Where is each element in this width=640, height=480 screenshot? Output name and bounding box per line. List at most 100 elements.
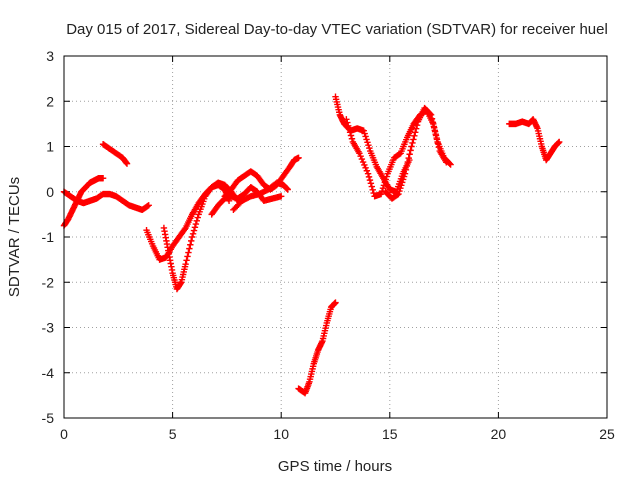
data-point-arc-l (399, 176, 407, 183)
data-point-arc-l (397, 184, 404, 192)
data-point-arc-j (362, 133, 369, 140)
x-tick-label: 0 (60, 426, 68, 442)
data-point-arc-l (396, 187, 403, 195)
data-point-arc-k (382, 176, 389, 183)
data-point-arc-l (403, 162, 411, 170)
data-point-arc-l (429, 119, 437, 126)
data-point-arc-k (348, 135, 356, 142)
data-point-arc-d (181, 226, 188, 233)
y-axis-label: SDTVAR / TECUs (6, 177, 23, 297)
data-point-arc-l (400, 173, 408, 180)
chart-title: Day 015 of 2017, Sidereal Day-to-day VTE… (66, 21, 608, 38)
data-point-arc-e (193, 217, 201, 225)
data-point-arc-j (363, 136, 370, 143)
data-point-arc-a (99, 174, 107, 182)
data-point-arc-c (123, 160, 131, 167)
y-tick-label: -4 (42, 365, 55, 381)
x-axis-label: GPS time / hours (278, 458, 392, 475)
data-point-arc-l (447, 161, 454, 168)
data-point-arc-l (407, 147, 414, 154)
data-point-arc-e (188, 233, 196, 241)
data-point-arc-i (332, 299, 339, 306)
data-point-arc-k (345, 122, 352, 130)
y-tick-label: -3 (42, 320, 55, 336)
data-point-arc-k (359, 158, 367, 166)
data-point-arc-k (343, 116, 350, 123)
data-point-arc-l (432, 131, 439, 138)
data-point-arc-k (362, 164, 369, 172)
data-point-arc-k (380, 182, 388, 189)
data-point-arc-j (360, 127, 367, 134)
data-point-arc-k (383, 173, 390, 180)
data-point-arc-k (366, 176, 374, 184)
data-point-arc-l (431, 127, 438, 134)
data-point-arc-l (446, 160, 453, 167)
data-point-arc-l (398, 182, 405, 189)
y-tick-label: 1 (46, 139, 54, 155)
data-point-arc-l (428, 115, 436, 122)
data-point-arc-e (188, 237, 195, 245)
data-point-arc-e (186, 245, 193, 252)
data-point-arc-k (365, 173, 373, 181)
data-point-arc-l (433, 134, 440, 142)
data-point-arc-l (412, 129, 419, 136)
data-point-arc-l (395, 190, 402, 198)
data-point-arc-k (367, 180, 375, 187)
data-point-arc-l (399, 179, 406, 186)
data-point-arc-l (402, 166, 410, 173)
data-point-arc-l (410, 136, 417, 143)
data-point-arc-k (345, 125, 353, 133)
plot-frame (63, 55, 608, 419)
grid-lines (64, 56, 607, 418)
data-point-arc-e (189, 230, 197, 237)
data-point-arc-l (412, 125, 420, 132)
data-point-arc-k (356, 150, 363, 157)
data-point-arc-k (346, 129, 354, 136)
data-point-arc-k (381, 179, 389, 186)
data-point-arc-k (379, 184, 387, 192)
data-point-arc-j (361, 130, 368, 137)
data-point-arc-k (358, 155, 366, 163)
data-point-arc-e (184, 253, 191, 260)
data-point-arc-j (365, 142, 372, 149)
data-point-arc-l (430, 123, 438, 130)
y-tick-label: 0 (46, 184, 54, 200)
data-point-arc-e (182, 260, 189, 268)
data-point-arc-e (194, 214, 201, 221)
data-point-arc-g (295, 154, 302, 162)
y-tick-label: 3 (46, 48, 54, 64)
data-point-arc-f (278, 193, 285, 200)
data-point-arc-k (368, 183, 376, 190)
data-point-arc-l (426, 110, 434, 118)
data-point-arc-k (363, 167, 371, 174)
data-point-arc-k (357, 152, 364, 160)
x-tick-label: 20 (491, 426, 507, 442)
data-point-arc-l (413, 121, 421, 129)
data-point-arc-j (366, 144, 373, 152)
x-tick-label: 25 (599, 426, 615, 442)
data-point-arc-b (145, 202, 152, 209)
x-tick-label: 10 (273, 426, 289, 442)
data-point-arc-e (191, 224, 199, 231)
data-point-arc-e (183, 257, 190, 264)
data-point-arc-e (187, 241, 194, 248)
y-tick-label: -1 (42, 229, 55, 245)
data-point-arc-k (369, 186, 376, 194)
data-point-arc-k (361, 161, 368, 169)
y-tick-label: -2 (42, 274, 55, 290)
data-point-arc-l (406, 151, 413, 158)
data-point-arc-l (408, 143, 415, 150)
x-tick-label: 5 (169, 426, 177, 442)
data-point-arc-j (364, 139, 371, 146)
data-points (60, 93, 563, 397)
x-tick-label: 15 (382, 426, 398, 442)
data-point-arc-l (411, 132, 418, 140)
data-point-arc-h (284, 186, 291, 193)
data-point-arc-l (409, 139, 416, 147)
data-point-arc-k (364, 170, 372, 177)
data-point-arc-m (556, 138, 563, 146)
data-point-arc-l (404, 158, 411, 166)
data-point-arc-k (347, 132, 355, 139)
data-point-arc-k (377, 190, 385, 198)
